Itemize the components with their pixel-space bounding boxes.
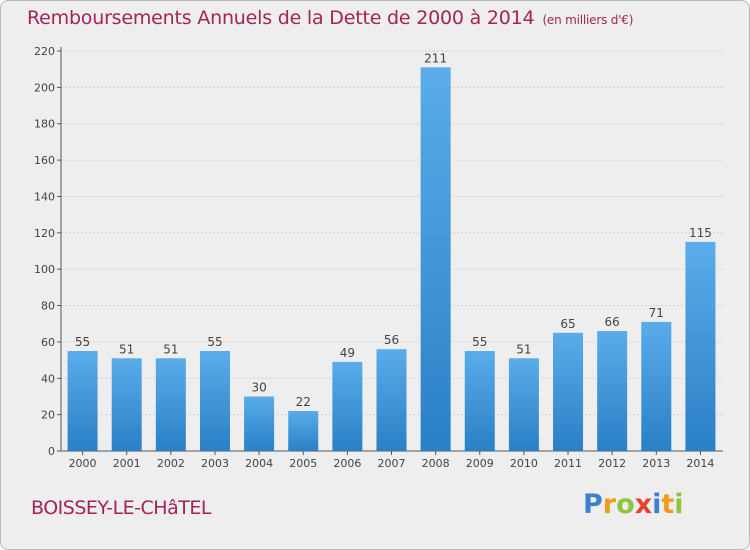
x-tick-label-2006: 2006	[333, 457, 361, 470]
data-label-2013: 71	[649, 306, 664, 320]
bar-2014	[685, 241, 716, 451]
data-label-2014: 115	[689, 226, 712, 240]
x-tick-label-2007: 2007	[378, 457, 406, 470]
y-tick-label: 80	[41, 300, 55, 313]
bar-2010	[508, 358, 539, 451]
x-tick-label-2002: 2002	[157, 457, 185, 470]
bar-2008	[420, 67, 451, 451]
bars	[67, 67, 716, 451]
x-tick-label-2010: 2010	[510, 457, 538, 470]
x-tick-label-2001: 2001	[113, 457, 141, 470]
x-tick-label-2005: 2005	[289, 457, 317, 470]
x-tick-label-2000: 2000	[69, 457, 97, 470]
data-label-2005: 22	[296, 395, 311, 409]
bar-2002	[155, 358, 186, 451]
y-tick-label: 0	[48, 445, 55, 458]
chart-subtitle: (en milliers d'€)	[542, 13, 634, 27]
bar-2007	[376, 349, 407, 451]
x-tick-label-2011: 2011	[554, 457, 582, 470]
x-tick-label-2009: 2009	[466, 457, 494, 470]
y-tick-label: 160	[34, 154, 55, 167]
x-tick-label-2012: 2012	[598, 457, 626, 470]
bar-2003	[199, 351, 230, 451]
bar-2006	[332, 361, 363, 451]
y-tick-label: 60	[41, 336, 55, 349]
bar-2013	[641, 321, 672, 451]
x-tick-label-2013: 2013	[642, 457, 670, 470]
bar-2012	[597, 331, 628, 451]
y-tick-label: 40	[41, 372, 55, 385]
data-label-2001: 51	[119, 342, 134, 356]
data-label-2008: 211	[424, 51, 447, 65]
y-tick-label: 200	[34, 81, 55, 94]
y-tick-label: 100	[34, 263, 55, 276]
y-tick-label: 120	[34, 227, 55, 240]
data-label-2000: 55	[75, 335, 90, 349]
x-tick-label-2004: 2004	[245, 457, 273, 470]
chart-title-text: Remboursements Annuels de la Dette de 20…	[27, 7, 535, 29]
data-label-2002: 51	[163, 342, 178, 356]
commune-name: BOISSEY-LE-CHâTEL	[31, 497, 211, 519]
x-tick-label-2003: 2003	[201, 457, 229, 470]
y-tick-label: 220	[34, 45, 55, 58]
y-tick-label: 20	[41, 409, 55, 422]
bar-2000	[67, 351, 98, 451]
bar-2005	[288, 411, 319, 451]
data-labels: 55 51 51 55 30 22 49 56 211 55 51 65 66 71 115	[75, 51, 712, 409]
x-tick-labels: 2000 2001 2002 2003 2004 2005 2006 2007 2008 2009…	[69, 457, 715, 470]
data-label-2004: 30	[251, 380, 266, 394]
data-label-2006: 49	[340, 346, 355, 360]
chart-title: Remboursements Annuels de la Dette de 20…	[27, 7, 633, 29]
bar-2011	[553, 332, 584, 451]
data-label-2012: 66	[605, 315, 620, 329]
y-tick-label: 140	[34, 190, 55, 203]
bar-2009	[464, 351, 495, 451]
x-tick-label-2014: 2014	[686, 457, 714, 470]
x-tick-label-2008: 2008	[422, 457, 450, 470]
y-tick-label: 180	[34, 118, 55, 131]
bar-2001	[111, 358, 142, 451]
proxiti-logo: Proxiti	[583, 489, 684, 520]
data-label-2011: 65	[560, 317, 575, 331]
y-tick-labels: 0 20 40 60 80 100 120 140 160 180 200 220	[34, 45, 55, 458]
data-label-2009: 55	[472, 335, 487, 349]
data-label-2010: 51	[516, 342, 531, 356]
bar-2004	[244, 396, 275, 451]
data-label-2003: 55	[207, 335, 222, 349]
data-label-2007: 56	[384, 333, 399, 347]
